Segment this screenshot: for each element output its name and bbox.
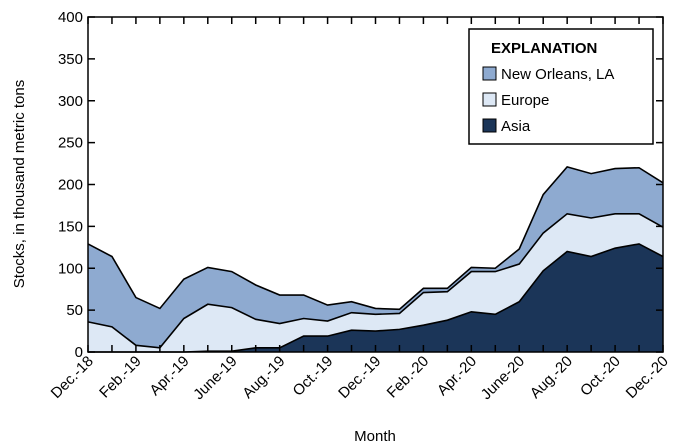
- y-tick-label: 200: [58, 177, 83, 194]
- legend-swatch-new-orleans: [482, 66, 497, 81]
- x-tick-label: Dec.-20: [623, 353, 672, 402]
- legend: EXPLANATION New Orleans, LA Europe Asia: [468, 28, 654, 145]
- legend-title: EXPLANATION: [491, 40, 597, 57]
- x-tick-label: Aug.-20: [527, 353, 576, 402]
- area-europe: [88, 213, 663, 352]
- y-tick-label: 50: [66, 302, 83, 319]
- y-tick-label: 350: [58, 51, 83, 68]
- x-tick-label: Oct.-19: [290, 353, 337, 400]
- legend-label-asia: Asia: [501, 118, 531, 135]
- y-tick-label: 250: [58, 135, 83, 152]
- y-tick-label: 150: [58, 218, 83, 235]
- area-new-orleans-la: [88, 166, 663, 348]
- x-tick-label: Apr.-20: [434, 353, 480, 399]
- legend-label-new-orleans: New Orleans, LA: [501, 66, 614, 83]
- y-tick-label: 300: [58, 93, 83, 110]
- legend-label-europe: Europe: [501, 92, 549, 109]
- x-tick-label: Dec.-19: [335, 353, 384, 402]
- legend-swatch-asia: [482, 118, 497, 133]
- y-tick-label: 100: [58, 260, 83, 277]
- legend-box: [468, 28, 654, 145]
- legend-swatch-europe: [482, 92, 497, 107]
- x-tick-label: Oct.-20: [577, 353, 624, 400]
- x-tick-label: Feb.-19: [96, 353, 145, 402]
- area-layers: [88, 166, 663, 352]
- boundary-europe: [87, 212, 664, 349]
- x-tick-label: June-19: [190, 353, 240, 403]
- area-asia: [88, 243, 663, 352]
- x-tick-label: Dec.-18: [48, 353, 97, 402]
- y-tick-label: 0: [75, 344, 83, 361]
- x-tick-label: Apr.-19: [146, 353, 192, 399]
- y-tick-label: 400: [58, 9, 83, 26]
- x-axis-title: Month: [354, 428, 396, 445]
- y-axis-title: Stocks, in thousand metric tons: [11, 80, 28, 288]
- boundary-new-orleans-la: [87, 166, 664, 311]
- x-tick-label: Aug.-19: [239, 353, 288, 402]
- x-tick-label: June-20: [478, 353, 528, 403]
- x-tick-label: Feb.-20: [384, 353, 433, 402]
- y-axis-ticks: 0 50 100 150 200 250 300 350 400: [58, 9, 663, 361]
